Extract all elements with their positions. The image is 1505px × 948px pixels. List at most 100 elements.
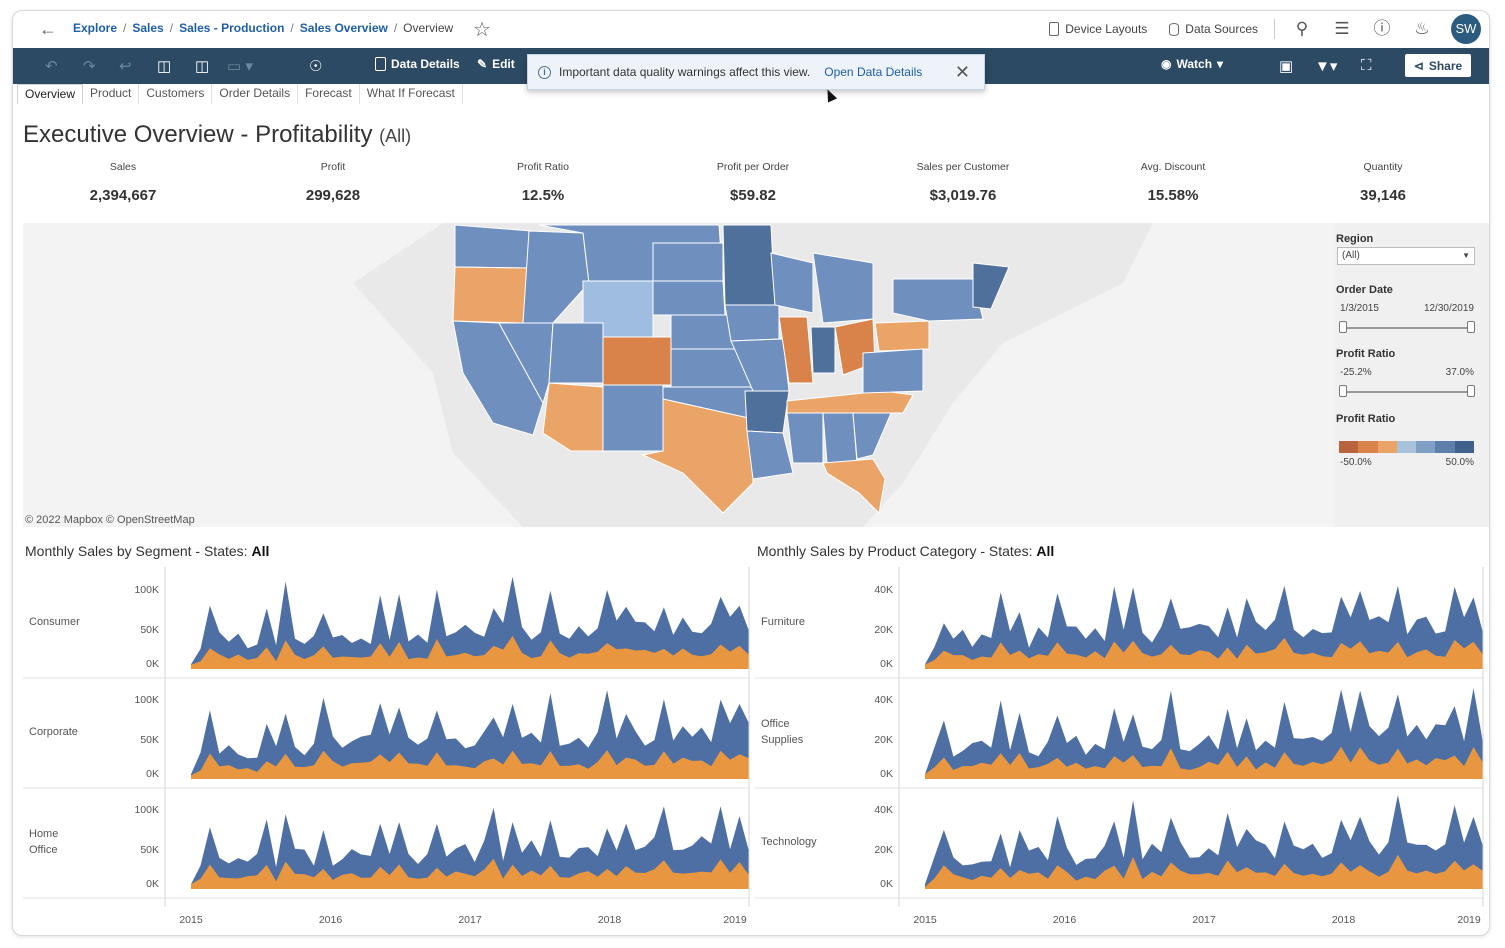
state-new-york-region[interactable]: [892, 278, 984, 322]
state-north-dakota[interactable]: [652, 242, 724, 282]
category-area-chart[interactable]: Furniture 40K 20K 0K Office Supplies 40K 20K 0K T…: [755, 567, 1485, 927]
data-quality-notice: i Important data quality warnings affect…: [527, 54, 985, 90]
fullscreen-icon[interactable]: ⛶: [1361, 57, 1372, 74]
state-idaho[interactable]: [522, 230, 590, 324]
redo-icon[interactable]: ↷: [83, 58, 96, 75]
state-iowa[interactable]: [724, 304, 780, 342]
order-date-slider-track[interactable]: [1341, 327, 1471, 329]
data-details-button[interactable]: Data Details: [375, 57, 460, 71]
x-tick-label: 2019: [1457, 914, 1481, 926]
state-maine[interactable]: [972, 262, 1010, 310]
state-georgia[interactable]: [852, 412, 892, 460]
watch-label: Watch: [1176, 57, 1213, 71]
tab-order-details[interactable]: Order Details: [212, 84, 299, 104]
divider: [1274, 19, 1275, 39]
replay-icon[interactable]: ▭ ▾: [227, 58, 253, 75]
kpi-avg-discount[interactable]: Avg. Discount 15.58%: [1093, 161, 1253, 204]
state-washington[interactable]: [454, 224, 532, 269]
refresh-data-icon[interactable]: ◫: [157, 58, 172, 75]
avatar[interactable]: SW: [1451, 14, 1481, 44]
kpi-profit-ratio[interactable]: Profit Ratio 12.5%: [463, 161, 623, 204]
profit-ratio-slider-min-handle[interactable]: [1339, 385, 1347, 397]
area-series-highlight[interactable]: [925, 746, 1483, 779]
state-pennsylvania[interactable]: [874, 320, 930, 352]
region-select[interactable]: (All) ▼: [1337, 247, 1475, 265]
pause-updates-icon[interactable]: ◫: [195, 58, 210, 75]
share-button[interactable]: ⊲ Share: [1405, 54, 1471, 77]
segment-chart-title-value: All: [251, 543, 270, 559]
state-florida[interactable]: [822, 458, 886, 515]
state-illinois[interactable]: [778, 316, 814, 384]
state-arkansas[interactable]: [744, 390, 790, 434]
state-wisconsin[interactable]: [770, 252, 814, 314]
tab-product[interactable]: Product: [83, 84, 140, 104]
favorite-star-icon[interactable]: ☆: [473, 19, 491, 41]
us-map[interactable]: © 2022 Mapbox © OpenStreetMap: [23, 223, 1335, 527]
state-virginia-region[interactable]: [862, 348, 924, 394]
order-date-slider-min-handle[interactable]: [1339, 321, 1347, 333]
state-indiana[interactable]: [810, 326, 836, 374]
search-icon[interactable]: ⚲: [1295, 19, 1309, 38]
data-sources-button[interactable]: Data Sources: [1169, 22, 1258, 36]
notifications-bell-icon[interactable]: ♨: [1414, 19, 1430, 38]
watch-button[interactable]: ◉ Watch ▾: [1161, 57, 1223, 71]
state-arizona[interactable]: [542, 382, 604, 452]
segment-area-chart[interactable]: Consumer 100K 50K 0K Corporate 100K 50K 0K Home O…: [23, 567, 751, 927]
whats-new-icon[interactable]: ☰: [1334, 19, 1350, 38]
tab-forecast[interactable]: Forecast: [298, 84, 360, 104]
page-title-filter: (All): [379, 126, 412, 146]
tab-customers[interactable]: Customers: [139, 84, 213, 104]
x-tick-label: 2019: [723, 914, 747, 926]
area-series-highlight[interactable]: [191, 750, 749, 779]
state-michigan[interactable]: [812, 252, 874, 324]
map-canvas: © 2022 Mapbox © OpenStreetMap: [23, 223, 1335, 527]
kpi-profit-per-order[interactable]: Profit per Order $59.82: [673, 161, 833, 204]
breadcrumb-sales-overview[interactable]: Sales Overview: [299, 21, 388, 35]
area-series-highlight[interactable]: [191, 858, 749, 889]
open-data-details-link[interactable]: Open Data Details: [824, 65, 923, 79]
breadcrumb-sales[interactable]: Sales: [132, 21, 164, 35]
kpi-profit[interactable]: Profit 299,628: [253, 161, 413, 204]
y-tick-label: 20K: [874, 624, 893, 636]
row-label: Office: [29, 844, 58, 856]
area-series-total[interactable]: [191, 806, 749, 889]
state-new-mexico[interactable]: [602, 384, 664, 452]
comments-icon[interactable]: ▣: [1279, 58, 1294, 75]
breadcrumb-sales-production[interactable]: Sales - Production: [179, 21, 285, 35]
kpi-quantity[interactable]: Quantity 39,146: [1303, 161, 1463, 204]
download-icon[interactable]: ▼▾: [1315, 58, 1338, 75]
state-oregon[interactable]: [452, 266, 530, 324]
state-louisiana[interactable]: [746, 430, 794, 480]
kpi-label: Avg. Discount: [1140, 161, 1206, 173]
data-details-label: Data Details: [391, 57, 460, 71]
y-tick-label: 40K: [874, 804, 893, 816]
edit-button[interactable]: ✎ Edit: [477, 57, 515, 71]
state-mississippi[interactable]: [786, 412, 824, 464]
area-series-highlight[interactable]: [191, 635, 749, 669]
area-series-highlight[interactable]: [925, 854, 1483, 889]
kpi-sales[interactable]: Sales 2,394,667: [43, 161, 203, 204]
y-tick-label: 0K: [880, 658, 893, 670]
data-sources-label: Data Sources: [1185, 22, 1258, 36]
order-date-slider-max-handle[interactable]: [1467, 321, 1475, 333]
kpi-sales-per-customer[interactable]: Sales per Customer $3,019.76: [883, 161, 1043, 204]
state-south-dakota[interactable]: [652, 280, 726, 316]
state-minnesota[interactable]: [722, 224, 776, 306]
undo-icon[interactable]: ↶: [45, 58, 58, 75]
state-colorado[interactable]: [602, 336, 672, 386]
legend-swatch: [1339, 441, 1359, 453]
profit-ratio-slider-max-handle[interactable]: [1467, 385, 1475, 397]
close-icon[interactable]: ✕: [954, 62, 970, 82]
device-layouts-button[interactable]: Device Layouts: [1049, 22, 1147, 36]
tab-overview[interactable]: Overview: [17, 84, 84, 104]
state-alabama[interactable]: [822, 412, 858, 464]
revert-icon[interactable]: ↩: [119, 58, 132, 75]
tab-what-if-forecast[interactable]: What If Forecast: [360, 84, 463, 104]
back-arrow-icon[interactable]: ←: [39, 19, 57, 39]
area-series-highlight[interactable]: [925, 637, 1483, 669]
breadcrumb-explore[interactable]: Explore: [73, 21, 118, 35]
profit-ratio-slider-track[interactable]: [1341, 391, 1471, 393]
help-icon[interactable]: ⓘ: [1373, 19, 1391, 38]
state-utah[interactable]: [548, 322, 604, 384]
metrics-icon[interactable]: ☉: [309, 58, 323, 75]
